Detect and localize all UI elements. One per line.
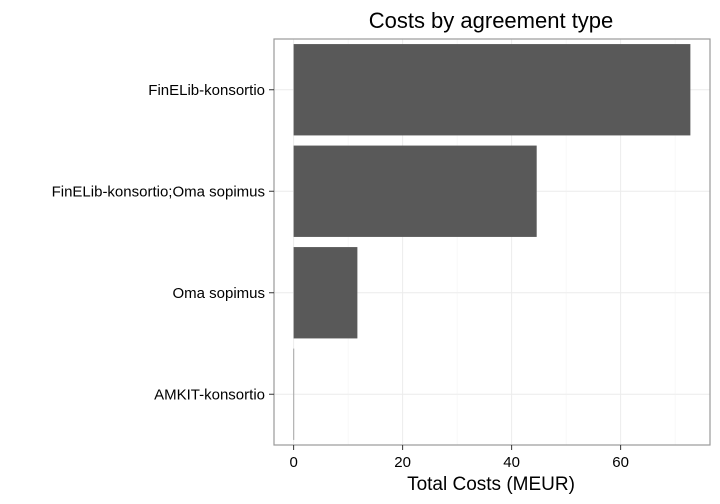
y-axis: FinELib-konsortio FinELib-konsortio;Oma s… [52, 82, 274, 403]
chart-title: Costs by agreement type [369, 8, 614, 33]
x-axis-title: Total Costs (MEUR) [407, 474, 575, 495]
y-tick-label: FinELib-konsortio [148, 82, 265, 99]
y-tick-label: Oma sopimus [172, 285, 265, 302]
bar [293, 348, 295, 440]
x-axis: 0 20 40 60 [289, 445, 629, 471]
plot-panel-border [273, 38, 711, 446]
x-tick-label: 0 [289, 454, 297, 471]
bar [293, 44, 691, 136]
y-tick-label: FinELib-konsortio;Oma sopimus [52, 183, 265, 200]
x-tick-label: 60 [612, 454, 629, 471]
bar [293, 247, 358, 339]
bar [293, 145, 537, 237]
bars [293, 44, 691, 440]
x-tick-label: 20 [394, 454, 411, 471]
y-tick-label: AMKIT-konsortio [154, 386, 265, 403]
x-tick-label: 40 [503, 454, 520, 471]
